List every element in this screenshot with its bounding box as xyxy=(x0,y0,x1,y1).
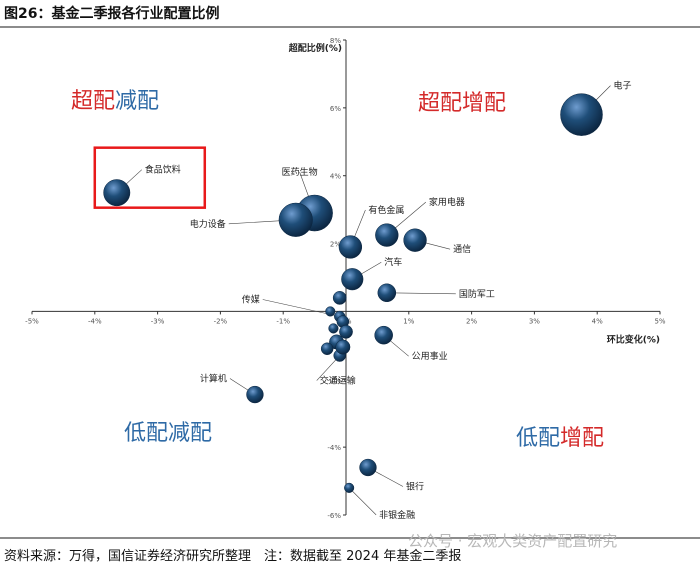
bubble-label: 有色金属 xyxy=(368,204,404,216)
bubble-公用事业 xyxy=(374,325,393,345)
bubble-国防军工 xyxy=(377,283,397,303)
x-tick-label: -1% xyxy=(276,317,290,325)
bubble-label: 医药生物 xyxy=(282,166,318,178)
bubble-电力设备 xyxy=(278,202,313,237)
bubble-label: 传媒 xyxy=(242,294,260,306)
bubble-label: 银行 xyxy=(406,481,424,493)
bubble-银行 xyxy=(359,458,377,477)
bubble-label: 国防军工 xyxy=(459,288,495,300)
bubble-有色金属 xyxy=(338,235,363,259)
quadrant-label: 超配增配 xyxy=(418,91,506,116)
bubble-计算机 xyxy=(246,385,264,404)
bubble-label: 食品饮料 xyxy=(145,164,181,176)
x-tick-label: -3% xyxy=(151,317,165,325)
bubble-label: 通信 xyxy=(453,243,471,255)
quadrant-label: 低配减配 xyxy=(124,421,212,446)
bubble-label: 家用电器 xyxy=(429,196,465,208)
bubble-电子 xyxy=(560,93,603,136)
x-tick-label: 2% xyxy=(466,317,477,325)
x-tick-label: 3% xyxy=(529,317,540,325)
bubble-unlabeled xyxy=(320,342,334,355)
bubble-label: 计算机 xyxy=(200,373,227,385)
y-tick-label: -2% xyxy=(327,376,341,384)
x-tick-label: -5% xyxy=(25,317,39,325)
footer-divider xyxy=(0,537,700,539)
bubbles xyxy=(103,93,603,493)
y-axis-title: 超配比例(%) xyxy=(288,42,342,54)
quadrant-label: 超配减配 xyxy=(71,89,159,114)
leader-line xyxy=(386,292,456,295)
x-tick-label: -4% xyxy=(88,317,102,325)
bubble-label: 公用事业 xyxy=(412,350,448,362)
x-tick-label: 4% xyxy=(592,317,603,325)
quadrant-label: 低配增配 xyxy=(516,426,604,451)
bubble-unlabeled xyxy=(332,291,347,305)
y-tick-label: -6% xyxy=(327,512,341,520)
watermark: 公众号 · 宏观大类资产配置研究 xyxy=(408,532,618,550)
y-tick-label: 2% xyxy=(330,241,341,249)
title-bar: 图26：基金二季报各行业配置比例 xyxy=(0,0,700,28)
bubble-unlabeled xyxy=(339,324,353,339)
x-tick-label: -2% xyxy=(214,317,228,325)
bubble-通信 xyxy=(403,228,427,252)
bubble-食品饮料 xyxy=(103,179,131,207)
highlight-box xyxy=(93,146,207,209)
source-note: 资料来源：万得，国信证券经济研究所整理 注：数据截至 2024 年基金二季报 xyxy=(4,549,462,564)
bubble-label: 汽车 xyxy=(384,256,402,268)
bubble-label: 电子 xyxy=(614,80,632,92)
bubble-汽车 xyxy=(341,268,364,291)
bubble-label: 非银金融 xyxy=(379,509,415,521)
figure-title: 图26：基金二季报各行业配置比例 xyxy=(4,6,220,22)
y-tick-label: 4% xyxy=(330,173,341,181)
y-tick-label: 6% xyxy=(330,105,341,113)
leader-line xyxy=(348,487,377,516)
bubble-非银金融 xyxy=(344,482,355,493)
bubble-unlabeled xyxy=(325,306,336,317)
x-tick-label: 5% xyxy=(654,317,665,325)
bubble-家用电器 xyxy=(375,223,399,247)
bubble-unlabeled xyxy=(328,323,339,334)
y-tick-label: -4% xyxy=(327,444,341,452)
bubble-label: 交通运输 xyxy=(320,375,356,387)
x-axis-title: 环比变化(%) xyxy=(607,333,660,345)
bubble-label: 电力设备 xyxy=(190,218,226,230)
bubble-unlabeled xyxy=(335,339,351,355)
x-tick-label: 1% xyxy=(403,317,414,325)
y-tick-label: 8% xyxy=(330,37,341,45)
